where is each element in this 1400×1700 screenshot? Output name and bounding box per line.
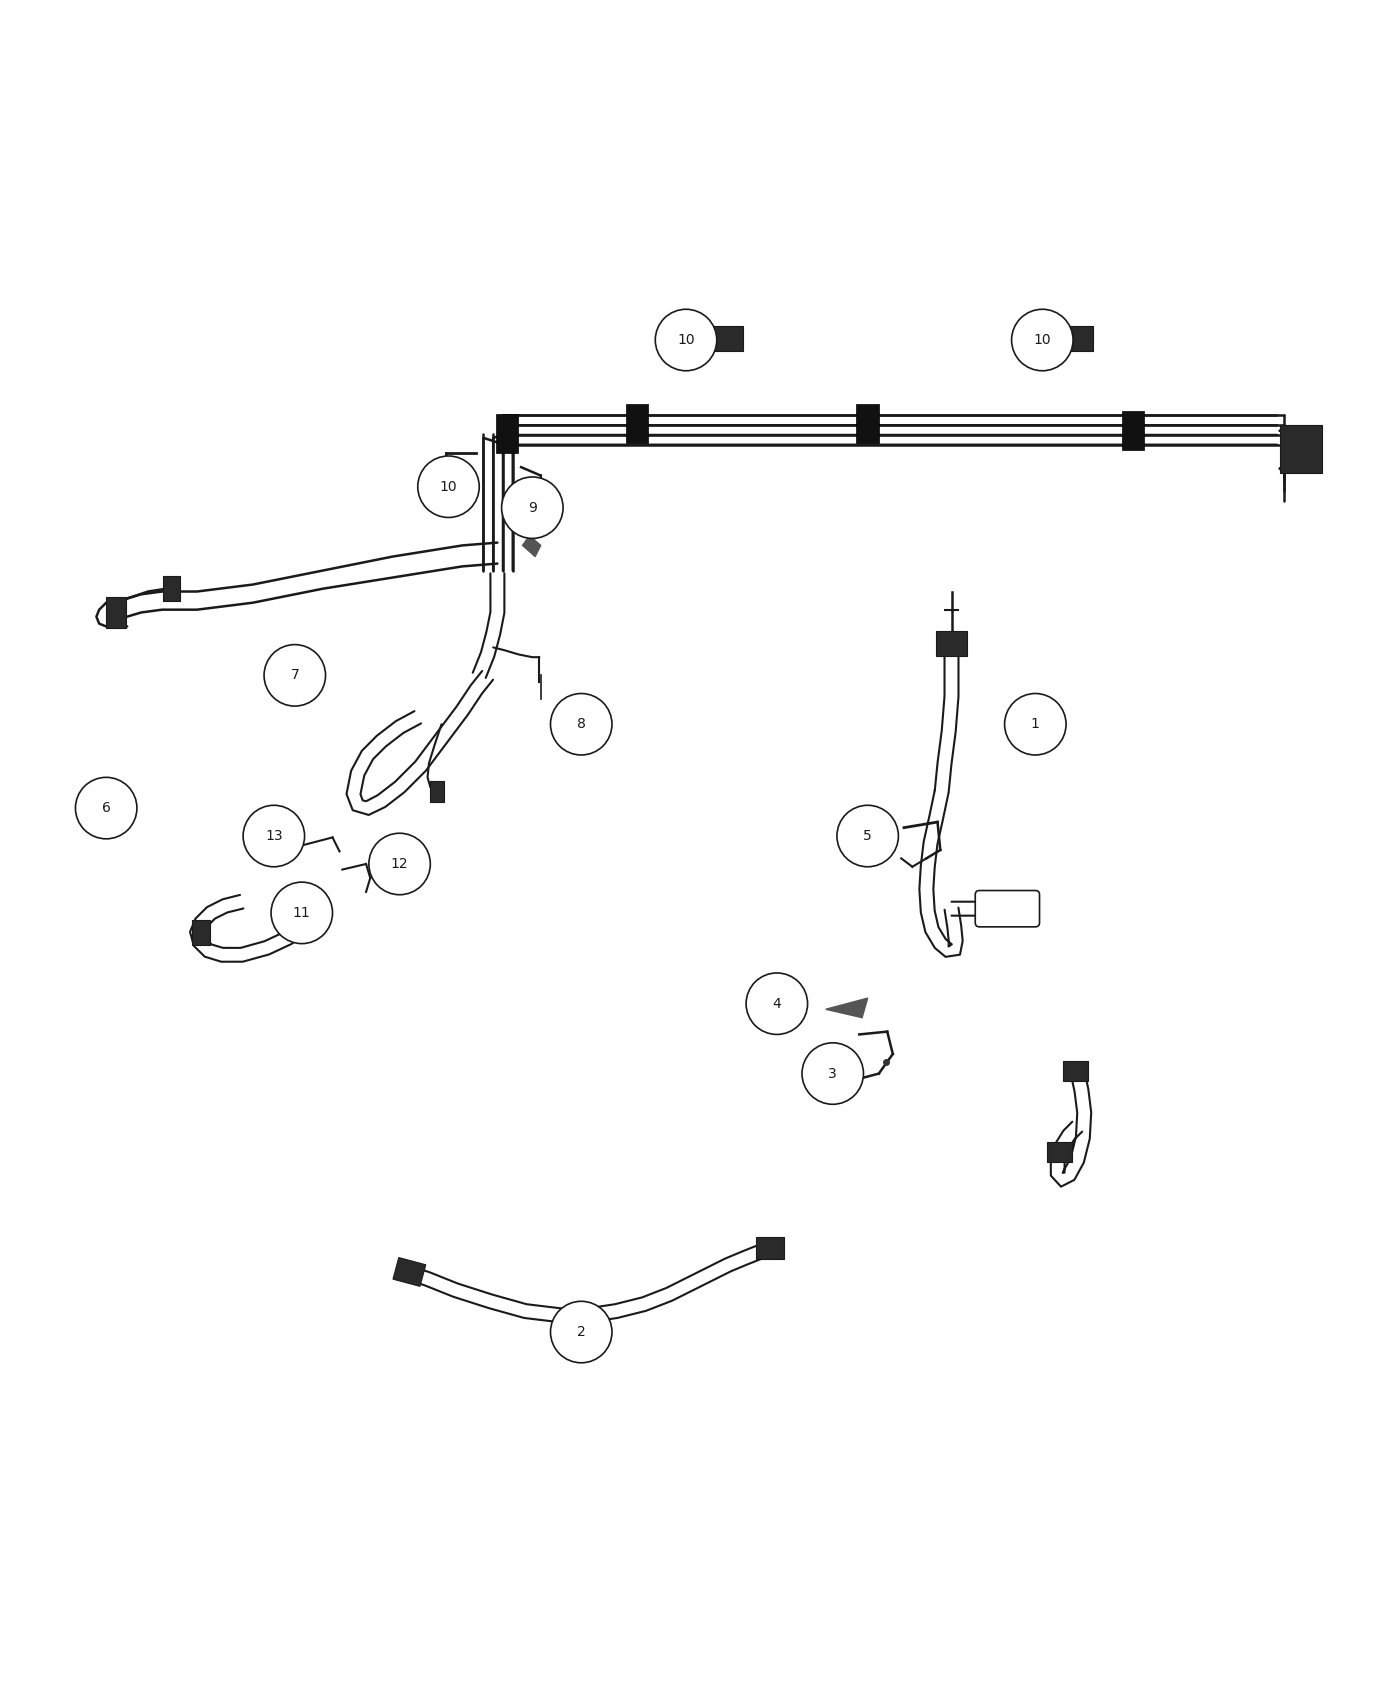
Circle shape bbox=[417, 456, 479, 517]
Circle shape bbox=[837, 806, 899, 867]
Bar bbox=[192, 920, 210, 945]
Bar bbox=[937, 631, 967, 656]
Polygon shape bbox=[826, 998, 868, 1018]
Circle shape bbox=[368, 833, 430, 894]
Text: 10: 10 bbox=[678, 333, 694, 347]
Bar bbox=[106, 597, 126, 627]
Bar bbox=[164, 576, 181, 602]
Text: 11: 11 bbox=[293, 906, 311, 920]
Text: 6: 6 bbox=[102, 801, 111, 814]
Circle shape bbox=[746, 972, 808, 1034]
Bar bbox=[1063, 1061, 1088, 1081]
Bar bbox=[1121, 411, 1144, 450]
FancyBboxPatch shape bbox=[976, 891, 1040, 927]
Text: 2: 2 bbox=[577, 1324, 585, 1340]
Text: 3: 3 bbox=[829, 1066, 837, 1081]
Circle shape bbox=[272, 882, 333, 944]
Bar bbox=[756, 1238, 784, 1260]
Circle shape bbox=[265, 644, 326, 705]
Circle shape bbox=[550, 694, 612, 755]
Bar bbox=[857, 405, 879, 444]
Circle shape bbox=[501, 478, 563, 539]
Bar bbox=[496, 415, 518, 454]
Bar bbox=[626, 405, 648, 444]
Circle shape bbox=[1012, 309, 1072, 371]
Text: 9: 9 bbox=[528, 502, 536, 515]
Text: 10: 10 bbox=[1033, 333, 1051, 347]
Bar bbox=[1280, 425, 1322, 473]
Text: 13: 13 bbox=[265, 830, 283, 843]
Bar bbox=[430, 780, 444, 802]
Bar bbox=[393, 1258, 426, 1287]
Text: 5: 5 bbox=[864, 830, 872, 843]
Circle shape bbox=[655, 309, 717, 371]
Bar bbox=[1047, 1142, 1071, 1161]
Circle shape bbox=[802, 1042, 864, 1105]
Polygon shape bbox=[522, 536, 540, 556]
Bar bbox=[713, 326, 743, 352]
Text: 8: 8 bbox=[577, 717, 585, 731]
Text: 10: 10 bbox=[440, 479, 458, 493]
Text: 7: 7 bbox=[290, 668, 300, 682]
Circle shape bbox=[76, 777, 137, 838]
Circle shape bbox=[244, 806, 305, 867]
Circle shape bbox=[1005, 694, 1065, 755]
Text: 1: 1 bbox=[1030, 717, 1040, 731]
Bar bbox=[1061, 326, 1092, 352]
Text: 4: 4 bbox=[773, 996, 781, 1012]
Circle shape bbox=[550, 1300, 612, 1363]
Text: 12: 12 bbox=[391, 857, 409, 870]
